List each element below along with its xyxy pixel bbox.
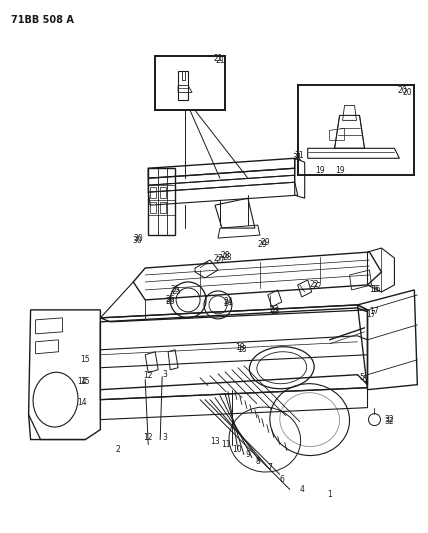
Text: 12: 12 bbox=[143, 371, 153, 380]
Text: 31: 31 bbox=[292, 153, 302, 162]
Text: 14: 14 bbox=[77, 377, 87, 386]
Text: 24: 24 bbox=[223, 297, 233, 306]
Text: 27: 27 bbox=[215, 255, 225, 264]
Text: 3: 3 bbox=[163, 370, 168, 379]
Text: 9: 9 bbox=[245, 450, 250, 459]
Text: 32: 32 bbox=[385, 415, 394, 424]
Text: 16: 16 bbox=[370, 286, 379, 294]
Text: 10: 10 bbox=[232, 445, 242, 454]
Text: 18: 18 bbox=[237, 345, 247, 354]
Text: 7: 7 bbox=[268, 463, 272, 472]
Text: 32: 32 bbox=[385, 417, 394, 426]
Text: 28: 28 bbox=[222, 253, 232, 262]
Text: 18: 18 bbox=[235, 343, 245, 352]
Text: 11: 11 bbox=[221, 440, 231, 449]
Text: 71BB 508 A: 71BB 508 A bbox=[11, 15, 74, 25]
Text: 1: 1 bbox=[327, 490, 332, 499]
Text: 30: 30 bbox=[132, 236, 142, 245]
Text: 12: 12 bbox=[143, 433, 153, 442]
Text: 25: 25 bbox=[170, 286, 180, 294]
Text: 5: 5 bbox=[362, 375, 367, 384]
Text: 29: 29 bbox=[260, 238, 270, 247]
Text: 22: 22 bbox=[313, 282, 322, 292]
Text: 8: 8 bbox=[256, 457, 260, 466]
Text: 19: 19 bbox=[335, 166, 345, 175]
Text: 20: 20 bbox=[398, 86, 407, 95]
Text: 22: 22 bbox=[310, 280, 319, 289]
Text: 24: 24 bbox=[223, 300, 233, 309]
Text: 26: 26 bbox=[165, 295, 175, 304]
Text: 25: 25 bbox=[171, 287, 181, 296]
Text: 21: 21 bbox=[216, 56, 226, 65]
Text: 17: 17 bbox=[367, 310, 376, 319]
Text: 27: 27 bbox=[213, 254, 223, 263]
Text: 30: 30 bbox=[134, 233, 143, 243]
Text: 29: 29 bbox=[257, 239, 267, 248]
Text: 3: 3 bbox=[163, 433, 168, 442]
Text: 16: 16 bbox=[372, 286, 381, 294]
Text: 5: 5 bbox=[360, 373, 364, 382]
Text: 2: 2 bbox=[116, 445, 121, 454]
Text: 13: 13 bbox=[210, 437, 220, 446]
Text: 19: 19 bbox=[315, 166, 324, 175]
Text: 23: 23 bbox=[271, 308, 281, 317]
Text: 23: 23 bbox=[270, 305, 279, 314]
Text: 20: 20 bbox=[403, 88, 412, 97]
Text: 28: 28 bbox=[220, 251, 230, 260]
Text: 15: 15 bbox=[80, 356, 90, 364]
Text: 21: 21 bbox=[213, 54, 223, 63]
Text: 6: 6 bbox=[279, 475, 284, 484]
Text: 15: 15 bbox=[80, 377, 90, 386]
Text: 31: 31 bbox=[295, 151, 304, 160]
Text: 14: 14 bbox=[77, 398, 87, 407]
Text: 4: 4 bbox=[299, 485, 304, 494]
Text: 17: 17 bbox=[369, 308, 379, 317]
Text: 26: 26 bbox=[165, 297, 175, 306]
